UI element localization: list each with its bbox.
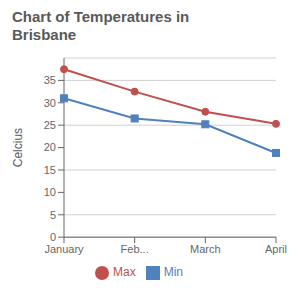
svg-text:5: 5: [50, 209, 56, 221]
svg-text:March: March: [190, 243, 221, 255]
svg-text:35: 35: [44, 74, 56, 86]
html-text:Max: Max: [113, 265, 136, 280]
svg-text:Celcius: Celcius: [11, 128, 25, 167]
svg-text:20: 20: [44, 141, 56, 153]
svg-text:15: 15: [44, 164, 56, 176]
html-text:Min: Min: [163, 265, 183, 280]
svg-text:Feb...: Feb...: [121, 243, 149, 255]
html-text:Brisbane: Brisbane: [12, 26, 77, 43]
svg-text:January: January: [44, 243, 84, 255]
html-text:Chart of Temperatures in: Chart of Temperatures in: [12, 8, 190, 25]
svg-text:30: 30: [44, 97, 56, 109]
svg-text:25: 25: [44, 119, 56, 131]
svg-text:10: 10: [44, 186, 56, 198]
svg-text:0: 0: [50, 231, 56, 243]
svg-text:April: April: [265, 243, 287, 255]
